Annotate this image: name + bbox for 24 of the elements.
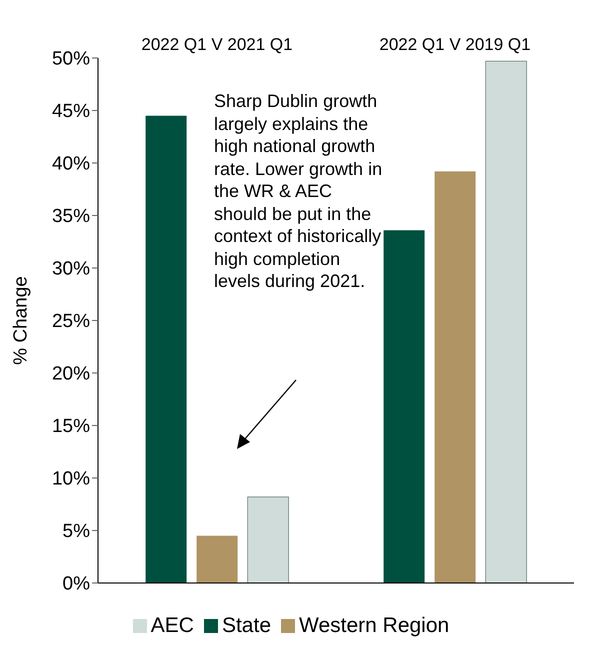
y-tick-label: 45%	[52, 101, 90, 122]
bar	[196, 536, 238, 583]
y-tick-label: 40%	[52, 154, 90, 175]
bar	[434, 171, 476, 583]
legend-label: State	[222, 614, 272, 637]
y-axis-title: % Change	[10, 276, 32, 365]
bar	[384, 230, 425, 583]
bar	[485, 60, 527, 583]
y-tick-label: 30%	[52, 258, 90, 280]
text: Sharp Dublin growth largely explains the high national growth rate. Lower growth in the WR & AEC should be put in the context of historically high completion levels during 2021.	[214, 91, 382, 291]
y-tick-label: 0%	[62, 574, 90, 595]
bar	[247, 496, 289, 583]
y-tick-label: 25%	[52, 311, 90, 332]
y-tick-label: 35%	[52, 206, 90, 228]
y-tick-label: 5%	[62, 521, 90, 542]
x-tick-label: 2022 Q1 V 2019 Q1	[379, 35, 531, 54]
y-tick-label: 15%	[52, 416, 90, 438]
legend-label: AEC	[150, 614, 194, 637]
legend-label: Western Region	[299, 614, 450, 637]
y-tick-label: 20%	[52, 364, 90, 385]
x-tick-label: 2022 Q1 V 2021 Q1	[141, 35, 293, 54]
y-tick-label: 50%	[52, 48, 90, 70]
bar	[146, 116, 187, 583]
y-tick-label: 10%	[52, 468, 90, 490]
